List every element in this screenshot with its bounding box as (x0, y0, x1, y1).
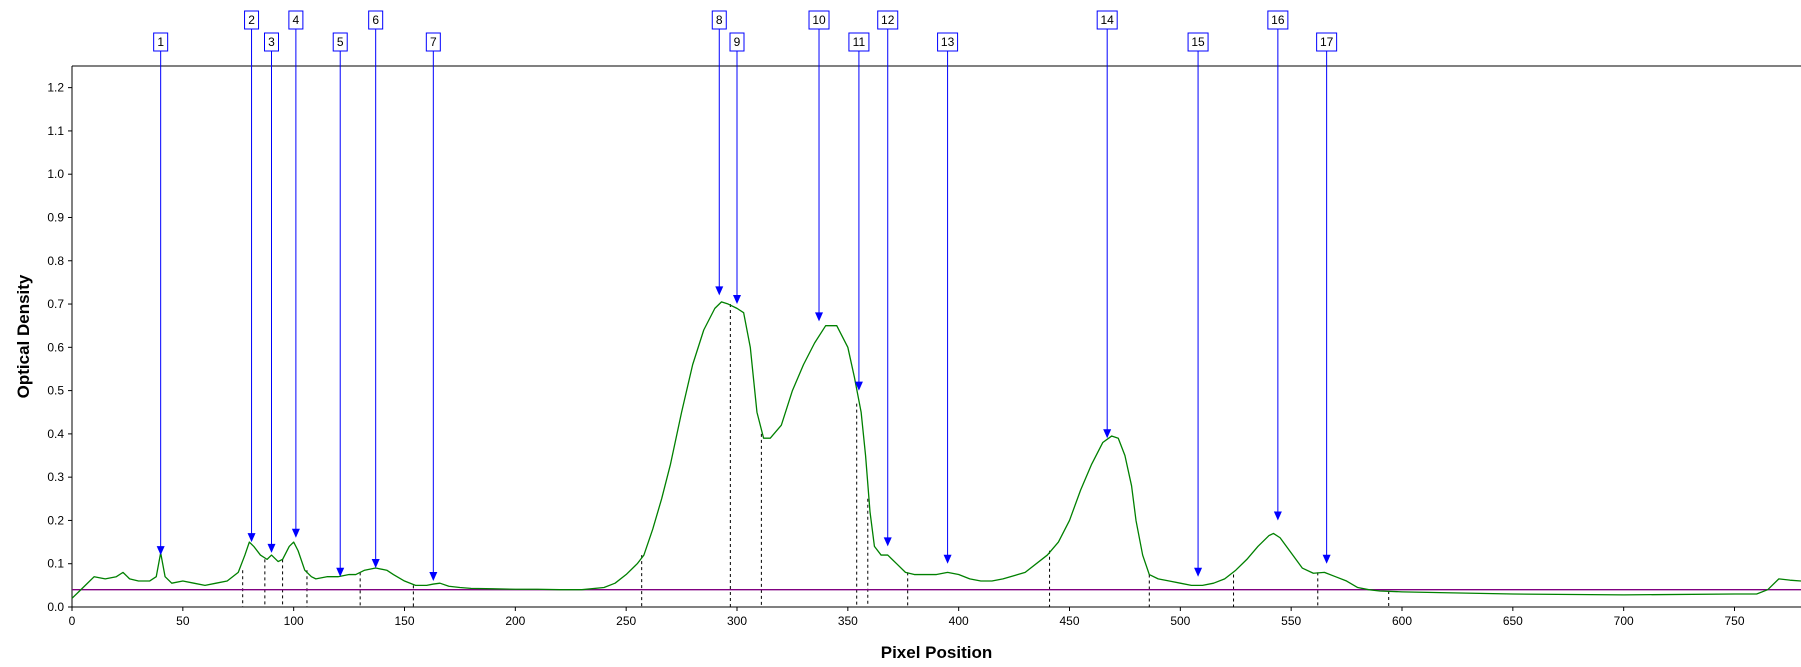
marker-arrow-head (371, 559, 380, 569)
y-tick-label: 0.5 (47, 384, 64, 398)
peak-marker-8: 8 (711, 10, 727, 296)
marker-arrow-head (336, 567, 345, 577)
marker-label: 1 (157, 35, 164, 49)
peak-marker-5: 5 (332, 32, 348, 577)
peak-marker-16: 16 (1267, 10, 1289, 521)
peak-marker-13: 13 (937, 32, 959, 564)
marker-label: 9 (734, 35, 741, 49)
marker-label: 6 (372, 13, 379, 27)
y-tick-label: 0.8 (47, 254, 64, 268)
x-tick-label: 200 (505, 614, 525, 628)
x-tick-label: 750 (1724, 614, 1744, 628)
peak-marker-17: 17 (1316, 32, 1338, 564)
peak-marker-14: 14 (1096, 10, 1118, 439)
y-tick-label: 0.2 (47, 513, 64, 527)
marker-label: 15 (1191, 35, 1205, 49)
marker-arrow-head (815, 312, 824, 322)
x-tick-label: 350 (838, 614, 858, 628)
x-tick-label: 50 (176, 614, 190, 628)
x-tick-label: 400 (949, 614, 969, 628)
x-axis: 0 50 100 150 200 250 300 350 400 450 500 550 600 650 7… (69, 607, 1745, 628)
marker-arrow-head (429, 572, 438, 582)
y-tick-label: 0.6 (47, 340, 64, 354)
peak-marker-11: 11 (848, 32, 870, 391)
marker-arrow-head (854, 381, 863, 391)
marker-arrow-head (247, 533, 256, 543)
marker-label: 13 (941, 35, 955, 49)
marker-label: 11 (853, 35, 866, 49)
peak-marker-1: 1 (153, 32, 169, 556)
marker-label: 3 (268, 35, 275, 49)
x-tick-label: 700 (1614, 614, 1634, 628)
marker-arrow-head (1322, 554, 1331, 564)
peak-marker-12: 12 (877, 10, 899, 547)
x-tick-label: 500 (1170, 614, 1190, 628)
marker-arrow-head (943, 554, 952, 564)
peak-marker-7: 7 (425, 32, 441, 582)
marker-arrow-head (1273, 511, 1282, 521)
y-tick-label: 0.4 (47, 427, 64, 441)
x-tick-label: 650 (1503, 614, 1523, 628)
marker-label: 7 (430, 35, 437, 49)
marker-label: 17 (1320, 35, 1334, 49)
marker-label: 4 (293, 13, 300, 27)
peak-marker-15: 15 (1187, 32, 1209, 577)
y-tick-label: 0.1 (47, 557, 64, 571)
marker-label: 16 (1271, 13, 1285, 27)
x-axis-title: Pixel Position (881, 643, 992, 662)
marker-arrow-head (715, 286, 724, 296)
y-tick-label: 0.7 (47, 297, 64, 311)
marker-arrow-head (156, 546, 165, 556)
density-profile-line (71, 301, 1801, 599)
x-tick-label: 250 (616, 614, 636, 628)
marker-arrow-head (883, 537, 892, 547)
marker-arrow-head (1103, 429, 1112, 439)
x-tick-label: 450 (1059, 614, 1079, 628)
peak-marker-9: 9 (729, 32, 745, 305)
x-tick-label: 550 (1281, 614, 1301, 628)
y-tick-label: 0.0 (47, 600, 64, 614)
marker-label: 2 (248, 13, 255, 27)
y-tick-label: 0.9 (47, 210, 64, 224)
marker-arrow-head (267, 543, 276, 553)
x-tick-label: 150 (394, 614, 414, 628)
x-tick-label: 0 (69, 614, 76, 628)
y-tick-label: 1.1 (47, 124, 64, 138)
x-tick-label: 100 (284, 614, 304, 628)
marker-arrow-head (1194, 567, 1203, 577)
marker-label: 8 (716, 13, 723, 27)
x-tick-label: 300 (727, 614, 747, 628)
marker-label: 5 (337, 35, 344, 49)
peak-marker-3: 3 (264, 32, 279, 553)
peak-marker-6: 6 (368, 10, 384, 569)
y-axis: 0.0 0.1 0.2 0.3 0.4 0.5 0.6 0.7 0.8 0.9 1.0 1.1 1.2 (47, 81, 72, 614)
density-profile-series (71, 301, 1801, 599)
x-tick-label: 600 (1392, 614, 1412, 628)
marker-label: 14 (1101, 13, 1115, 27)
marker-label: 10 (812, 13, 826, 27)
y-tick-label: 0.3 (47, 470, 64, 484)
peak-boundaries (242, 304, 1390, 607)
marker-label: 12 (881, 13, 895, 27)
peak-marker-4: 4 (288, 10, 304, 538)
y-tick-label: 1.0 (47, 167, 64, 181)
peak-marker-2: 2 (244, 10, 260, 543)
peak-marker-10: 10 (808, 10, 830, 322)
y-axis-title: Optical Density (14, 274, 33, 398)
marker-arrow-head (291, 528, 300, 538)
marker-arrow-head (733, 295, 741, 305)
y-tick-label: 1.2 (47, 81, 64, 95)
